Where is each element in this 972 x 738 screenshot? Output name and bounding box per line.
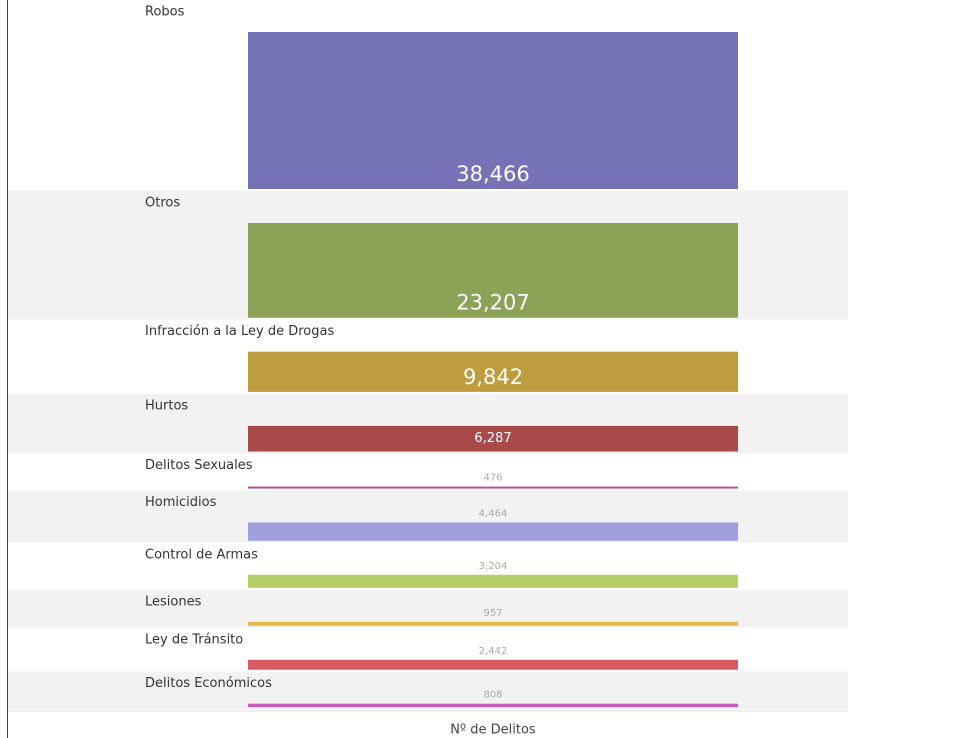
value-label: 476 (483, 473, 502, 484)
category-label: Otros (145, 196, 180, 211)
bar (248, 574, 738, 588)
value-label: 38,466 (456, 162, 529, 186)
category-label: Infracción a la Ley de Drogas (145, 324, 334, 339)
value-label: 808 (483, 690, 502, 701)
bar (248, 703, 738, 708)
bar (248, 522, 738, 541)
value-label: 2,442 (479, 646, 508, 657)
row-band (8, 589, 848, 628)
bar (248, 223, 738, 318)
bar (248, 621, 738, 626)
row-band (8, 671, 848, 710)
category-label: Robos (145, 5, 185, 20)
value-label: 9,842 (463, 365, 523, 389)
bar (248, 351, 738, 392)
bar (248, 659, 738, 670)
category-label: Hurtos (145, 398, 188, 413)
category-label: Control de Armas (145, 547, 258, 562)
category-label: Delitos Económicos (145, 676, 272, 691)
x-axis-title: Nº de Delitos (450, 723, 536, 738)
value-label: 4,464 (479, 509, 508, 520)
value-label: 23,207 (456, 291, 529, 315)
bar (248, 425, 738, 452)
category-label: Lesiones (145, 594, 202, 609)
value-label: 3,204 (479, 561, 508, 572)
bar (248, 486, 738, 489)
category-label: Ley de Tránsito (145, 632, 243, 647)
value-label: 957 (483, 608, 502, 619)
bar (248, 32, 738, 189)
category-label: Delitos Sexuales (145, 458, 253, 473)
category-label: Homicidios (145, 495, 217, 510)
value-label: 6,287 (474, 431, 511, 446)
